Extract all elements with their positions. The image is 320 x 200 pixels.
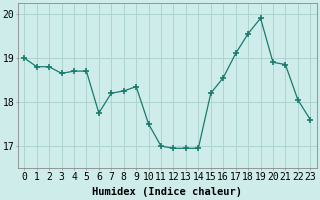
X-axis label: Humidex (Indice chaleur): Humidex (Indice chaleur) [92, 187, 242, 197]
